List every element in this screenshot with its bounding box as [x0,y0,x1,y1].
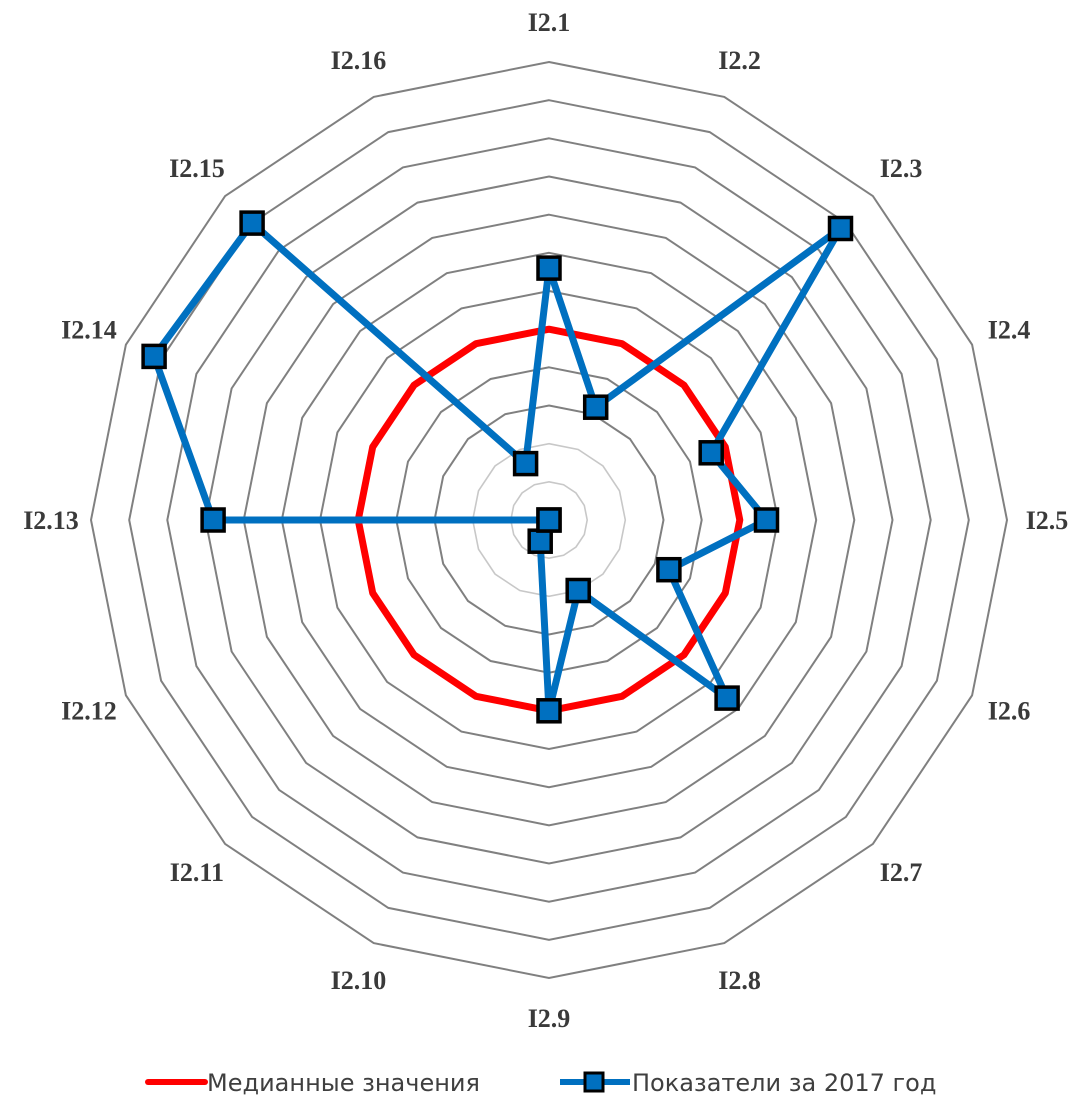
grid-ring [242,213,856,827]
category-label: I2.6 [988,697,1031,726]
legend-marker-2017 [583,1071,605,1093]
legend-label-median: Медианные значения [207,1069,480,1097]
data-point-marker [582,394,609,420]
data-point-marker [200,507,226,533]
data-point-marker [714,685,740,711]
grid-ring [433,404,665,636]
category-label: I2.2 [718,46,761,75]
grid-ring [318,289,780,751]
category-label: I2.9 [528,1004,571,1033]
category-label: I2.3 [880,154,923,183]
grid-ring [166,137,932,903]
data-point-marker [565,577,591,604]
legend: Медианные значения Показатели за 2017 го… [145,1069,936,1097]
data-point-marker [536,507,562,533]
category-label: I2.15 [169,154,225,183]
category-label: I2.4 [988,315,1031,344]
legend-label-2017: Показатели за 2017 год [632,1069,936,1097]
data-point-marker [512,450,539,477]
category-label: I2.13 [23,506,79,535]
data-point-marker [827,215,854,242]
category-label: I2.7 [880,858,923,887]
category-label: I2.14 [61,315,117,344]
data-point-marker [753,507,780,533]
grid-ring [471,442,627,598]
data-point-marker [698,440,724,466]
category-label: I2.12 [61,697,117,726]
series-line-2 [150,219,844,715]
category-label: I2.10 [331,966,387,995]
grid-ring [89,60,1009,980]
data-point-marker [656,556,682,583]
grid-ring [128,99,970,941]
data-point-marker [141,343,167,370]
category-labels: I2.1 I2.2 I2.3 I2.4 I2.5 I2.6 I2.7 I2.8 I2.9 I2.1… [23,8,1068,1033]
data-point-marker [527,528,553,554]
grid-ring [280,251,818,789]
grid-ring [509,480,589,560]
category-label: I2.8 [718,966,761,995]
data-point-marker [536,698,562,724]
data-point-marker [239,210,265,236]
category-label: I2.1 [528,8,571,37]
category-label: I2.11 [170,858,224,887]
grid-ring [204,175,894,865]
data-point-marker [536,255,562,281]
series-layer [141,210,854,724]
category-label: I2.5 [1026,506,1069,535]
category-label: I2.16 [331,46,387,75]
